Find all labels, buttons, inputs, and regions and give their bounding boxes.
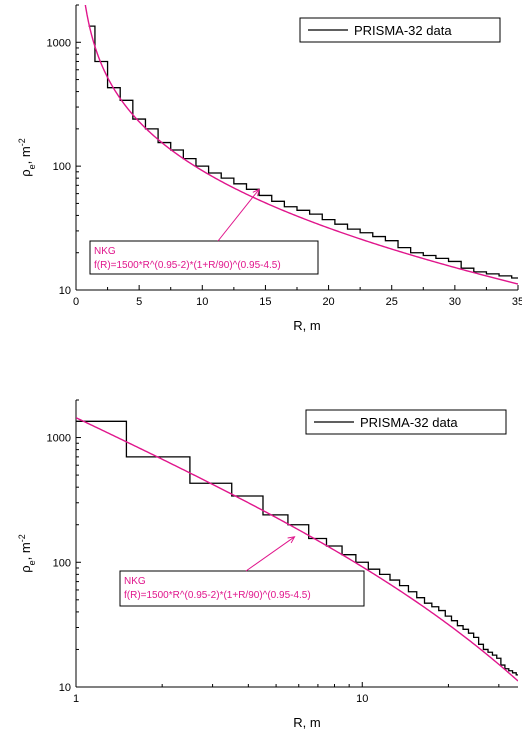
annotation-title: NKG [94,246,116,257]
nkg-fit-curve [84,5,518,285]
annotation-arrow [245,536,295,572]
annotation-formula: f(R)=1500*R^(0.95-2)*(1+R/90)^(0.95-4.5) [124,590,311,601]
nkg-fit-curve [76,417,518,682]
annotation-title: NKG [124,576,146,587]
x-axis-label: R, m [293,715,320,730]
data-step-line [88,25,518,279]
annotation-box [89,240,319,275]
x-tick-label: 5 [136,296,142,308]
y-axis-label: ρe, m-2 [17,534,37,573]
y-tick-label: 10 [59,285,71,297]
y-tick-label: 1000 [47,37,71,49]
y-tick-label: 1000 [47,433,71,445]
annotation-formula: f(R)=1500*R^(0.95-2)*(1+R/90)^(0.95-4.5) [94,260,281,271]
data-step-line [76,420,518,676]
annotation-arrowhead [287,536,296,544]
chart-1: 10 100 1000 0 5 10 15 20 25 30 35 R, m ρe, m-2 PRISMA… [17,4,522,333]
legend: PRISMA-32 data [305,409,507,435]
annotation-box [119,570,365,607]
x-tick-label: 20 [322,296,334,308]
y-tick-label: 10 [59,682,71,694]
y-tick-label: 100 [53,557,71,569]
annotation-arrowhead [252,188,260,197]
legend-label: PRISMA-32 data [360,415,458,430]
y-axis-label: ρe, m-2 [17,138,37,177]
legend-label: PRISMA-32 data [354,23,452,38]
legend: PRISMA-32 data [299,17,501,43]
x-tick-label: 15 [259,296,271,308]
x-tick-label: 10 [356,693,368,705]
x-axis-label: R, m [293,318,320,333]
x-tick-label: 1 [73,693,79,705]
x-tick-label: 35 [512,296,522,308]
nkg-annotation: NKG f(R)=1500*R^(0.95-2)*(1+R/90)^(0.95-4… [119,536,365,607]
x-tick-label: 0 [73,296,79,308]
x-tick-label: 25 [386,296,398,308]
plot-area [76,417,518,682]
x-tick-label: 10 [196,296,208,308]
annotation-arrow [217,189,260,242]
x-tick-label: 30 [449,296,461,308]
y-tick-label: 100 [53,161,71,173]
plot-area [84,5,518,285]
nkg-annotation: NKG f(R)=1500*R^(0.95-2)*(1+R/90)^(0.95-4… [89,188,319,275]
